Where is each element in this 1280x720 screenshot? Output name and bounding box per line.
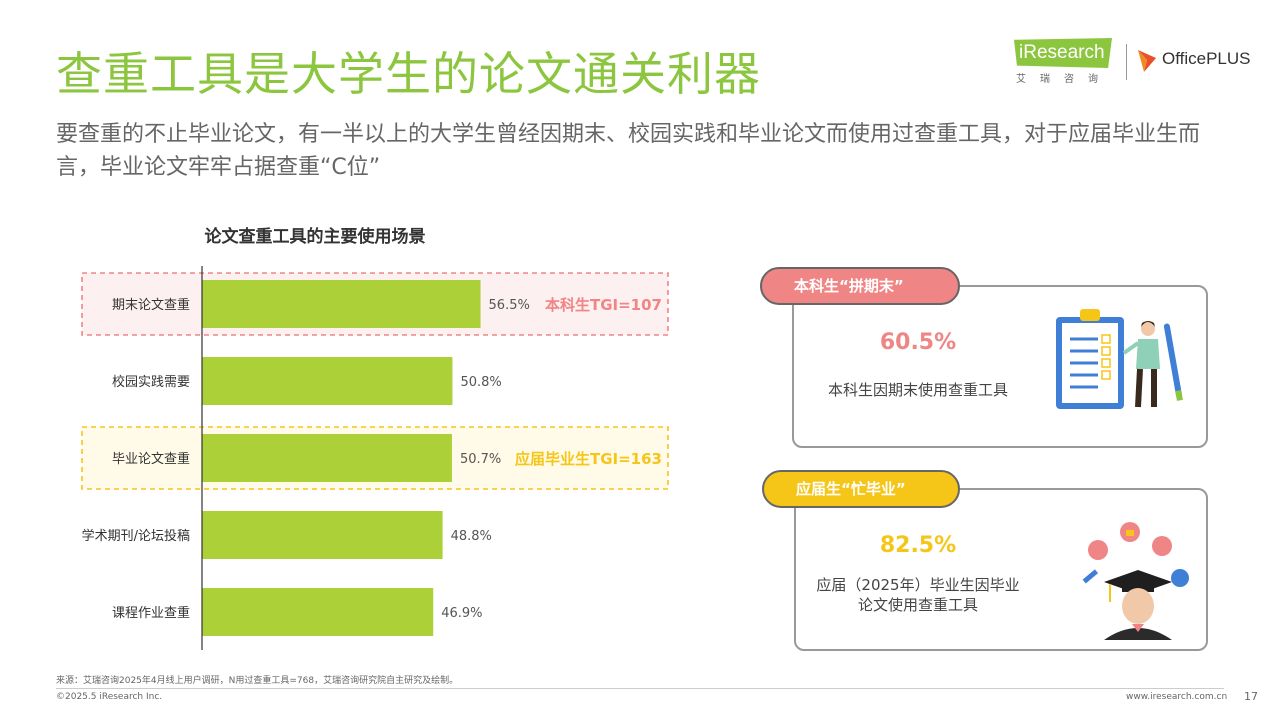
category-label: 校园实践需要 [112,374,190,390]
graduate-pill-label: 应届生“忙毕业” [796,480,906,498]
undergrad-pill-label: 本科生“拼期末” [794,277,904,295]
source-note: 来源：艾瑞咨询2025年4月线上用户调研，N用过查重工具=768，艾瑞咨询研究院… [56,676,459,686]
graduate-pill: 应届生“忙毕业” [762,470,960,508]
value-label: 50.7% [460,452,501,467]
value-label: 46.9% [441,606,482,621]
bar [202,588,434,636]
officeplus-logo-text: OfficePLUS [1162,49,1251,68]
category-label: 学术期刊/论坛投稿 [82,528,190,544]
highlight-label: 应届毕业生TGI=163 [515,450,662,468]
brand-logos: iResearch 艾瑞咨询 OfficePLUS [1012,36,1252,88]
clipboard-woman-icon [1056,309,1183,409]
chart-title: 论文查重工具的主要使用场景 [204,227,426,247]
value-label: 48.8% [451,529,492,544]
graduate-pct: 82.5% [879,533,957,558]
graduate-desc: 应届（2025年）毕业生因毕业论文使用查重工具 [816,576,1020,614]
iresearch-logo-cn: 艾瑞咨询 [1016,74,1112,85]
officeplus-icon [1138,50,1156,72]
iresearch-logo-text: iResearch [1019,42,1105,63]
undergrad-pct: 60.5% [879,330,957,355]
website-link[interactable]: www.iresearch.com.cn [1126,692,1228,702]
category-label: 毕业论文查重 [112,451,190,467]
bar [202,280,481,328]
bar [202,511,443,559]
bar-chart: 期末论文查重 56.5% 校园实践需要 50.8% 毕业论文查重 50.7% 学术期刊/论坛… [81,266,669,650]
graduate-icon [1082,522,1189,640]
iresearch-logo: iResearch [1014,38,1112,68]
footer-divider [56,688,1224,689]
bar [202,357,453,405]
page-title: 查重工具是大学生的论文通关利器 [56,47,761,101]
highlight-label: 本科生TGI=107 [545,296,662,314]
undergrad-pill: 本科生“拼期末” [760,267,960,305]
page-subtitle: 要查重的不止毕业论文，有一半以上的大学生曾经因期末、校园实践和毕业论文而使用过查… [56,122,1201,180]
graduate-card [794,488,1208,651]
value-label: 56.5% [489,298,530,313]
logo-divider [1126,44,1127,80]
bar [202,434,452,482]
copyright: ©2025.5 iResearch Inc. [56,692,163,702]
undergrad-card [792,285,1208,448]
value-label: 50.8% [460,375,501,390]
category-label: 课程作业查重 [112,605,190,621]
undergrad-desc: 本科生因期末使用查重工具 [827,381,1008,399]
category-label: 期末论文查重 [112,297,190,313]
page-number: 17 [1244,690,1258,703]
